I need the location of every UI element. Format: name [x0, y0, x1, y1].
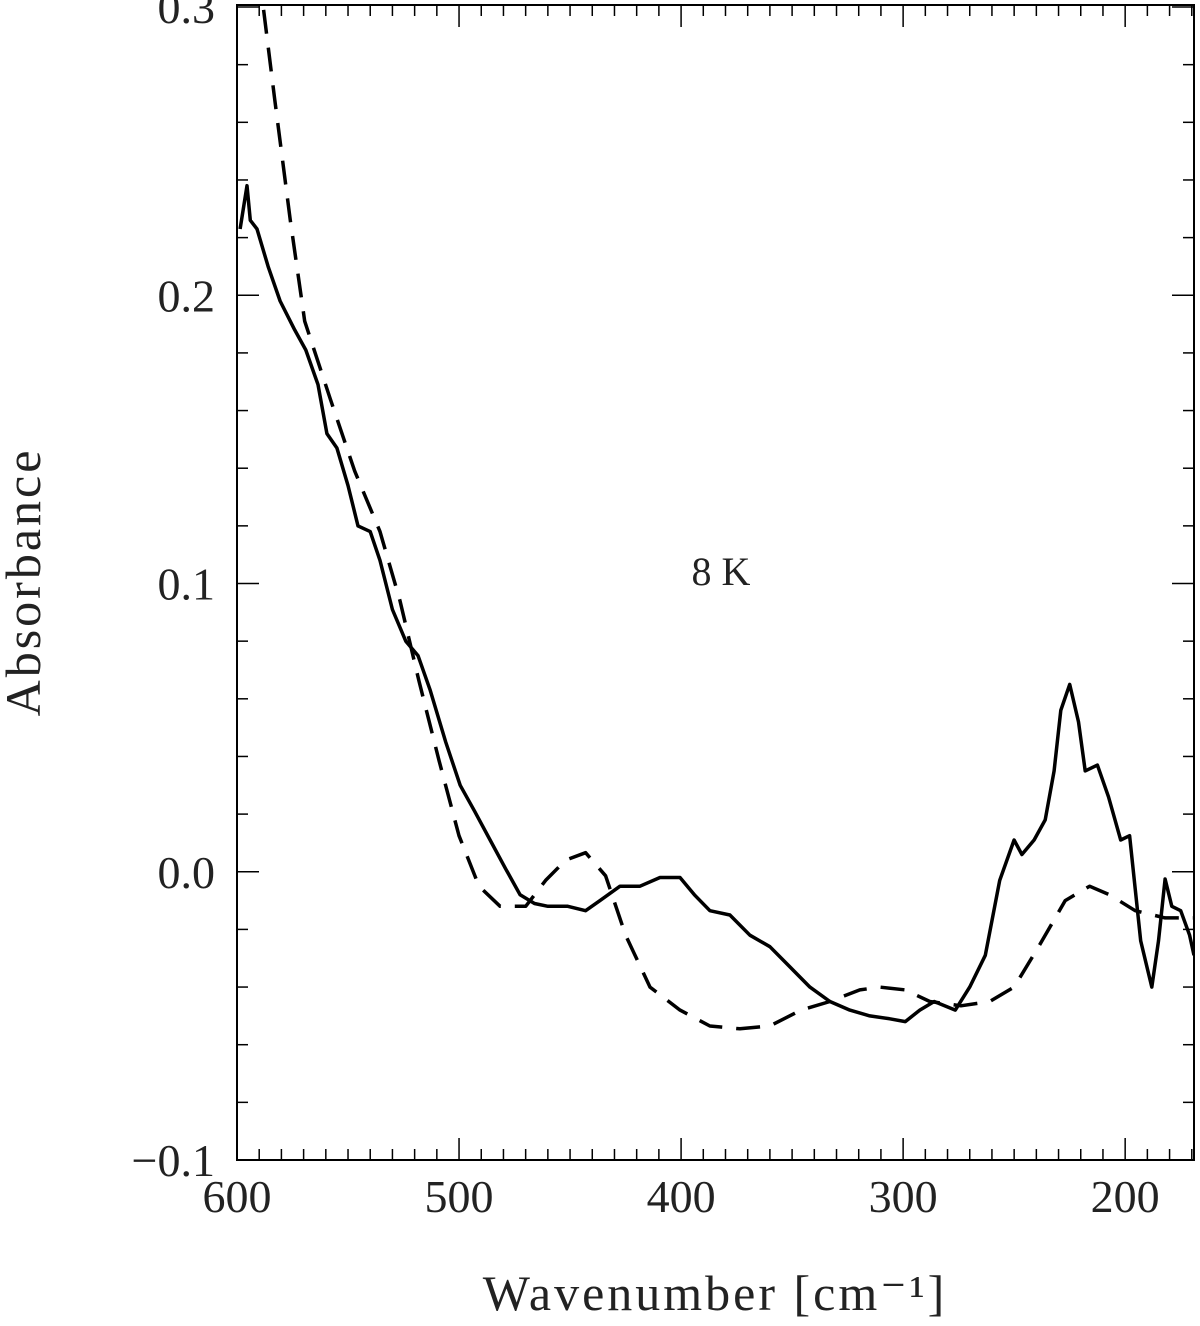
- dashed-line: [261, 9, 1194, 1031]
- x-tick-label: 600: [203, 1171, 272, 1222]
- solid-line: [238, 183, 1194, 1024]
- y-tick-label: −0.1: [132, 1135, 215, 1186]
- x-tick-label: 300: [869, 1171, 938, 1222]
- y-axis-label: Absorbance: [0, 448, 51, 717]
- annotation: 8 K: [692, 549, 751, 594]
- lines: [238, 9, 1194, 1031]
- plot-frame: [236, 4, 1195, 1161]
- y-tick-label: 0.3: [158, 0, 216, 33]
- y-tick-label: 0.1: [158, 559, 216, 610]
- y-tick-label: 0.0: [158, 847, 216, 898]
- x-axis-label: Wavenumber [cm⁻¹]: [483, 1265, 948, 1321]
- x-tick-label: 500: [425, 1171, 494, 1222]
- y-tick-label: 0.2: [158, 270, 216, 321]
- x-tick-label: 200: [1091, 1171, 1160, 1222]
- x-tick-label: 400: [647, 1171, 716, 1222]
